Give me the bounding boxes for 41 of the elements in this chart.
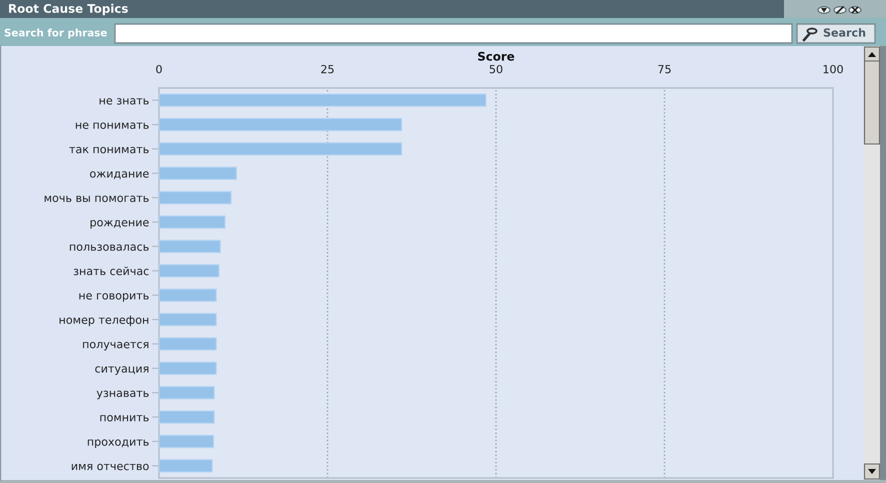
x-tick-label: 0	[156, 64, 162, 74]
y-tick-label: ожидание	[90, 171, 149, 180]
y-tick-label: рождение	[90, 220, 149, 229]
x-tick-label: 100	[824, 64, 843, 74]
bar	[159, 386, 215, 400]
bar	[159, 166, 238, 180]
y-tick-label: узнавать	[96, 390, 149, 400]
y-tick-label: получается	[83, 342, 148, 350]
y-tick-label: не говорить	[79, 293, 149, 302]
bar	[159, 410, 215, 424]
y-tick-label: помнить	[100, 415, 149, 422]
bar	[159, 362, 217, 375]
text: Search	[824, 28, 866, 37]
x-tick-label: 25	[321, 64, 334, 74]
x-tick-label: 50	[490, 64, 502, 74]
bar	[159, 118, 402, 132]
y-tick-label: знать сейчас	[74, 266, 149, 276]
y-tick-label: не знать	[100, 98, 149, 105]
y-tick-label: ситуация	[95, 366, 148, 375]
bar	[159, 191, 232, 204]
y-tick-label: мочь вы помогать	[44, 196, 149, 202]
bar	[159, 215, 226, 229]
y-tick-label: не понимать	[76, 122, 149, 129]
bar	[159, 312, 217, 326]
bar	[159, 288, 217, 302]
y-tick-label: так понимать	[69, 146, 149, 154]
y-tick-label: пользовалась	[70, 244, 149, 251]
bar	[159, 434, 214, 448]
bar	[159, 459, 213, 472]
x-tick-label: 75	[658, 65, 671, 74]
bar	[159, 94, 486, 107]
x-axis-title: Score	[478, 52, 514, 61]
bar	[159, 264, 220, 278]
chart-title: Root Cause Topics	[9, 4, 128, 16]
y-tick-label: номер телефон	[60, 316, 148, 326]
bar	[159, 337, 217, 351]
bar	[159, 240, 221, 254]
y-tick-label: проходить	[88, 439, 149, 448]
text: Search for phrase	[4, 28, 107, 38]
bar	[159, 142, 402, 156]
y-tick-label: имя отчество	[72, 464, 149, 470]
